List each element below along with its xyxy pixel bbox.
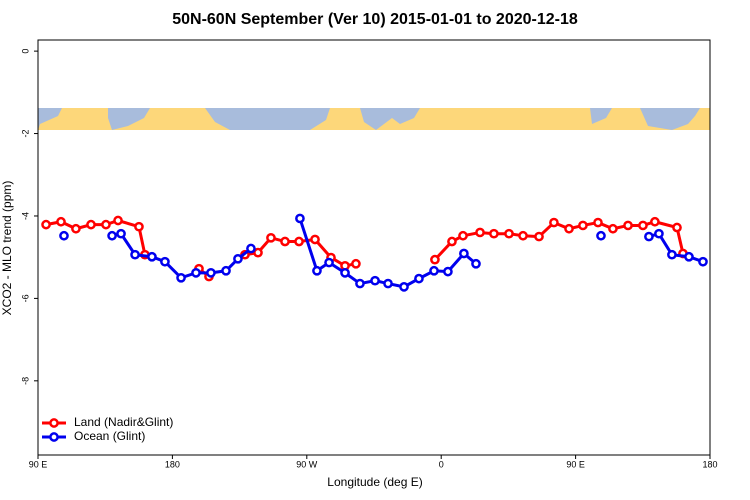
point — [564, 223, 574, 234]
point — [324, 257, 334, 268]
x-tick-label: 0 — [439, 459, 444, 469]
point — [698, 256, 708, 267]
point — [253, 247, 263, 258]
point — [667, 249, 677, 260]
point — [206, 267, 216, 278]
point — [654, 228, 664, 239]
point — [294, 236, 304, 247]
point — [266, 232, 276, 243]
point — [116, 228, 126, 239]
chart-title: 50N-60N September (Ver 10) 2015-01-01 to… — [172, 11, 578, 28]
point — [578, 220, 588, 231]
point — [593, 217, 603, 228]
point — [41, 219, 51, 230]
map-ocean — [38, 108, 62, 130]
point — [221, 265, 231, 276]
point — [340, 267, 350, 278]
legend-marker — [49, 418, 59, 428]
legend-marker — [49, 432, 59, 442]
map-ocean — [360, 108, 420, 130]
point — [383, 278, 393, 289]
y-tick-label: -4 — [20, 212, 30, 220]
point — [355, 278, 365, 289]
point — [295, 213, 305, 224]
point — [59, 230, 69, 241]
point — [160, 256, 170, 267]
point — [280, 236, 290, 247]
point — [147, 251, 157, 262]
x-tick-label: 90 E — [29, 459, 48, 469]
point — [549, 217, 559, 228]
point — [86, 219, 96, 230]
x-tick-label: 90 W — [296, 459, 318, 469]
legend-label: Ocean (Glint) — [74, 429, 145, 443]
point — [596, 230, 606, 241]
point — [191, 267, 201, 278]
x-tick-label: 180 — [165, 459, 180, 469]
point — [233, 253, 243, 264]
x-axis-label: Longitude (deg E) — [327, 475, 422, 489]
y-tick-label: -8 — [20, 377, 30, 385]
point — [101, 219, 111, 230]
point — [489, 228, 499, 239]
map-ocean — [590, 108, 612, 124]
point — [623, 220, 633, 231]
y-axis-label: XCO2 - MLO trend (ppm) — [0, 181, 14, 316]
point — [370, 275, 380, 286]
point — [608, 223, 618, 234]
point — [518, 230, 528, 241]
point — [644, 231, 654, 242]
legend-label: Land (Nadir&Glint) — [74, 415, 173, 429]
point — [534, 231, 544, 242]
point — [107, 230, 117, 241]
point — [176, 272, 186, 283]
point — [113, 215, 123, 226]
point — [471, 258, 481, 269]
point — [447, 236, 457, 247]
x-tick-label: 90 E — [566, 459, 585, 469]
point — [414, 273, 424, 284]
point — [71, 223, 81, 234]
point — [130, 249, 140, 260]
point — [475, 227, 485, 238]
y-tick-label: 0 — [20, 49, 30, 54]
point — [504, 228, 514, 239]
point — [246, 243, 256, 254]
point — [430, 254, 440, 265]
y-tick-label: -2 — [20, 130, 30, 138]
point — [684, 251, 694, 262]
point — [399, 282, 409, 292]
point — [56, 216, 66, 227]
point — [638, 220, 648, 231]
x-tick-label: 180 — [702, 459, 717, 469]
point — [134, 221, 144, 232]
map-ocean — [108, 108, 150, 130]
map-strip — [38, 108, 710, 130]
point — [312, 265, 322, 276]
plot-frame — [37, 39, 711, 456]
point — [672, 222, 682, 233]
point — [310, 234, 320, 245]
point — [459, 248, 469, 259]
point — [429, 265, 439, 276]
point — [458, 230, 468, 241]
map-ocean — [205, 108, 330, 130]
point — [443, 266, 453, 277]
point — [650, 216, 660, 227]
point — [351, 258, 361, 269]
map-ocean — [640, 108, 700, 130]
y-tick-label: -6 — [20, 294, 30, 302]
